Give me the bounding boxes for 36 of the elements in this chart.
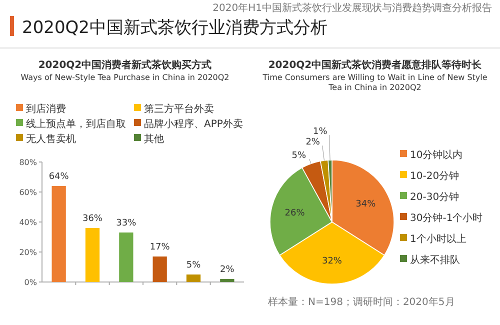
data-label: 1% <box>313 127 328 138</box>
text: 2020Q2中国新式茶饮行业消费方式分析 <box>22 18 328 38</box>
legend-label: 无人售卖机 <box>26 133 76 145</box>
data-label: 17% <box>150 242 170 252</box>
legend-label: 10-20分钟 <box>410 170 460 182</box>
data-label: 2% <box>306 138 320 148</box>
y-tick-label: 0% <box>24 278 38 287</box>
legend-label: 20-30分钟 <box>410 191 460 203</box>
data-label: 33% <box>116 218 137 228</box>
chart-title: 2020Q2中国新式茶饮消费者愿意排队等待时长 <box>268 59 483 71</box>
legend-label: 1个小时以上 <box>410 233 466 245</box>
y-tick-label: 80% <box>19 158 38 167</box>
legend-label: 到店消费 <box>26 103 66 115</box>
legend-label: 线上预点单，到店自取 <box>26 118 126 130</box>
chart-subtitle: Ways of New-Style Tea Purchase in China in 2020Q2 <box>20 73 230 82</box>
legend-label: 其他 <box>144 133 164 145</box>
text: 2020年H1中国新式茶饮行业发展现状与消费趋势调查分析报告 <box>212 2 492 14</box>
y-tick-label: 40% <box>19 218 38 227</box>
data-label: 34% <box>356 199 376 210</box>
legend-label: 30分钟-1个小时 <box>410 212 483 224</box>
y-tick-label: 60% <box>19 188 38 197</box>
data-label: 64% <box>48 172 70 182</box>
legend-label: 第三方平台外卖 <box>144 103 214 115</box>
data-label: 5% <box>186 260 202 270</box>
data-label: 5% <box>292 151 307 162</box>
chart-subtitle: Time Consumers are Willing to Wait in Line of New Style Tea in China in 2020Q2 <box>262 73 488 92</box>
y-tick-label: 20% <box>19 248 38 257</box>
data-label: 2% <box>220 265 235 275</box>
legend-label: 从来不排队 <box>410 254 460 266</box>
data-label: 36% <box>82 214 103 224</box>
data-label: 32% <box>322 256 342 266</box>
data-label: 26% <box>284 208 306 218</box>
legend-label: 品牌小程序、APP外卖 <box>144 118 243 130</box>
chart-title: 2020Q2中国消费者新式茶饮购买方式 <box>38 59 212 71</box>
legend-label: 10分钟以内 <box>410 149 463 161</box>
text: 样本量：N=198；调研时间：2020年5月 <box>268 296 455 308</box>
